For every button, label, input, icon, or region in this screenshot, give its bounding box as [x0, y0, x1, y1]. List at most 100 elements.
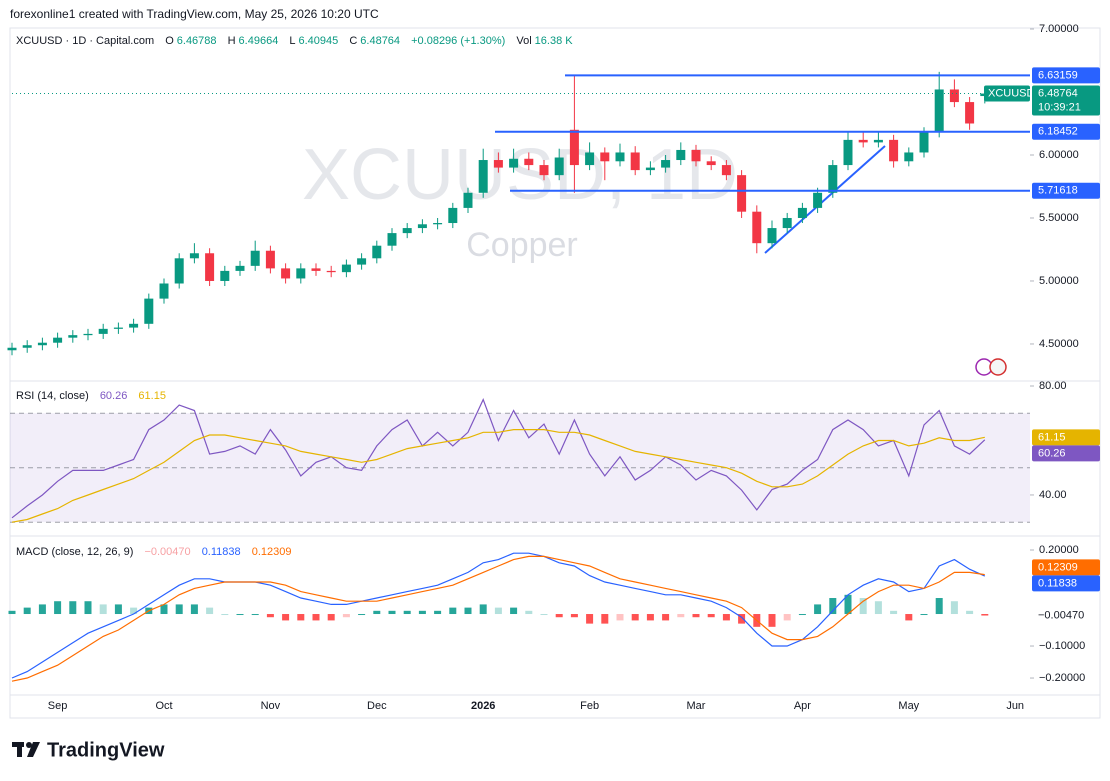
histogram-bar [692, 614, 700, 618]
candle-body [433, 223, 443, 225]
candle-body [524, 158, 534, 166]
candle-body [721, 165, 731, 176]
histogram-bar [206, 607, 214, 615]
legend-value: −0.00470 [144, 546, 191, 558]
candle-body [205, 253, 215, 281]
candle-body [493, 160, 503, 168]
histogram-bar [479, 604, 487, 615]
legend-value: 6.46788 [176, 35, 217, 47]
legend-value: 0.12309 [251, 546, 292, 558]
histogram-bar [297, 614, 305, 621]
histogram-bar [434, 610, 442, 615]
level-label-box [1032, 123, 1100, 140]
histogram-bar [966, 610, 974, 615]
y-tick-label: 0.20000 [1039, 544, 1079, 556]
legend-title: XCUUSD · 1D · Capital.com [16, 35, 155, 47]
histogram-bar [783, 614, 791, 621]
y-tick-label: 6.00000 [1039, 149, 1079, 161]
header: forexonline1 created with TradingView.co… [10, 7, 379, 21]
y-tick-label: 5.00000 [1039, 275, 1079, 287]
candle-body [752, 211, 762, 244]
candle-body [326, 270, 336, 273]
countdown: 10:39:21 [1038, 101, 1081, 113]
price-legend: XCUUSD · 1D · Capital.com O 6.46788 H 6.49… [16, 35, 576, 47]
histogram-bar [312, 614, 320, 621]
legend-label: O [165, 35, 174, 47]
candle-body [782, 217, 792, 229]
histogram-bar [373, 610, 381, 615]
candle-body [828, 165, 838, 193]
histogram-bar [190, 604, 198, 615]
candle-body [645, 167, 655, 171]
symbol-box [984, 85, 1030, 102]
series-last-label-box [1032, 445, 1100, 462]
series-last-label: 0.11838 [1038, 577, 1077, 589]
candle-body [220, 270, 230, 281]
histogram-bar [266, 614, 274, 618]
symbol-label: XCUUSD [988, 87, 1035, 99]
histogram-bar [570, 614, 578, 618]
x-tick-label: Jun [1006, 700, 1024, 712]
level-label: 5.71618 [1038, 185, 1078, 197]
histogram-bar [646, 614, 654, 621]
candle-body [144, 298, 154, 324]
histogram-bar [768, 614, 776, 627]
candle-body [889, 139, 899, 162]
histogram-bar [175, 604, 183, 615]
level-label-box [1032, 182, 1100, 199]
histogram-bar [981, 614, 989, 616]
histogram-bar [814, 604, 822, 615]
histogram-bar [920, 614, 928, 616]
histogram-bar [342, 614, 350, 618]
flag-icon[interactable] [989, 358, 1007, 376]
histogram-bar [114, 604, 122, 615]
histogram-bar [510, 607, 518, 615]
watermark: XCUUSD, 1D [302, 135, 738, 215]
legend-title: RSI (14, close) [16, 390, 89, 402]
histogram-bar [859, 598, 867, 615]
candle-body [737, 175, 747, 212]
series-line [11, 552, 986, 679]
series-line [11, 398, 986, 519]
level-label: 6.63159 [1038, 69, 1078, 81]
candle-body [98, 328, 108, 334]
histogram-last-label: −0.00470 [1038, 609, 1084, 621]
trend-line [764, 145, 886, 254]
last-price-label: 6.48764 [1038, 87, 1078, 99]
candle-body [600, 152, 610, 162]
histogram-bar [418, 610, 426, 615]
x-tick-label: Feb [580, 700, 599, 712]
brand-logo [12, 742, 40, 757]
histogram-bar [738, 614, 746, 624]
candle-body [113, 327, 123, 329]
candle-body [949, 89, 959, 103]
histogram-bar [540, 614, 548, 616]
candle-body [357, 258, 367, 265]
candle-body [402, 228, 412, 234]
candle-body [174, 258, 184, 284]
candle-body [858, 139, 868, 143]
histogram-bar [722, 614, 730, 621]
candle-body [904, 152, 914, 162]
level-label-box [1032, 67, 1100, 84]
candle-body [265, 250, 275, 269]
candle-body [585, 152, 595, 166]
histogram-bar [677, 614, 685, 618]
legend-value: 6.48764 [360, 35, 401, 47]
histogram-bar [38, 604, 46, 615]
candle-body [448, 207, 458, 224]
histogram-bar [236, 614, 244, 616]
last-price-label-box [1032, 85, 1100, 116]
candle-body [387, 233, 397, 246]
candle-body [767, 228, 777, 244]
series-last-label-box [1032, 575, 1100, 592]
series-last-label-box [1032, 429, 1100, 446]
legend-label: L [289, 35, 296, 47]
histogram-bar [358, 614, 366, 616]
histogram-bar [844, 594, 852, 615]
candle-body [797, 207, 807, 218]
macd-legend: MACD (close, 12, 26, 9) −0.00470 0.11838… [16, 546, 294, 558]
candle-body [22, 345, 32, 348]
